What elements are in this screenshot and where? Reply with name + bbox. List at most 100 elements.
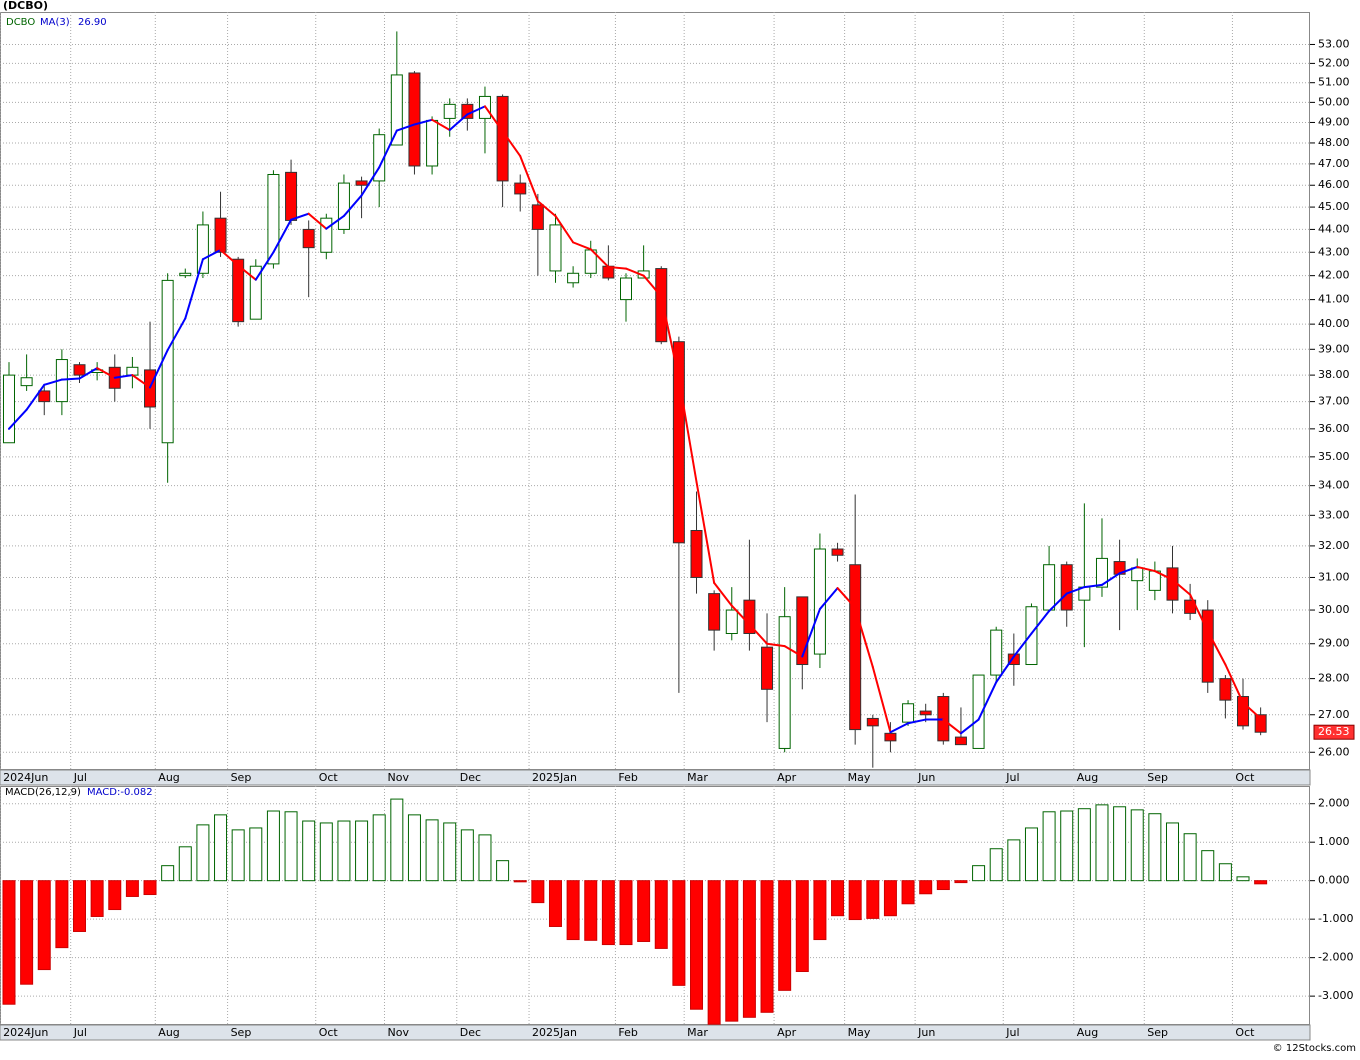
y-tick-label: 1.000 [1318,835,1350,848]
x-tick-label: Jun [917,1026,935,1039]
macd-bar [337,820,351,882]
y-tick-label: 2.000 [1318,797,1350,810]
macd-bar [813,880,827,941]
candle-body [196,224,209,274]
ma-segment [907,718,927,725]
macd-bar [654,880,668,949]
candle-body [708,593,721,631]
macd-bar [778,880,792,991]
ma-segment [889,722,910,734]
ma-segment [395,123,416,132]
ma-segment [166,317,187,352]
date-axis-strip [0,769,1311,786]
y-tick-label: 29.00 [1318,637,1350,650]
candle-body [320,217,333,253]
x-tick-label: Aug [158,771,179,784]
y-tick-label: 36.00 [1318,422,1350,435]
x-tick-label: 2024Jun [3,1026,48,1039]
ma-segment [730,604,751,626]
ma-segment [959,718,980,735]
macd-bar [1218,863,1232,882]
candle-body [655,268,668,343]
candle-body [1219,678,1232,701]
candle-body [743,599,756,635]
macd-bar [1095,804,1109,882]
ma-segment [448,113,469,131]
ma-segment [113,374,134,379]
macd-bar [954,880,968,884]
y-tick-label: 0.000 [1318,874,1350,887]
candle-body [302,228,315,249]
candle-body [831,548,844,556]
ma-segment [237,264,257,281]
macd-bar [443,822,457,882]
y-tick-label: 44.00 [1318,222,1350,235]
ma-segment [977,681,998,721]
candle-body [796,596,809,666]
candle-body [267,173,280,265]
ma-segment [290,212,310,221]
macd-bar [707,880,721,1025]
ma-segment [254,251,275,281]
macd-bar [214,814,228,882]
y-tick-label: 32.00 [1318,539,1350,552]
macd-bar [1254,880,1268,885]
macd-bar [1201,850,1215,882]
candle-body [866,717,879,727]
macd-bar [601,880,615,946]
macd-bar [161,865,175,882]
macd-bar [125,880,139,897]
macd-bar [196,824,210,882]
macd-bar [1042,811,1056,882]
x-tick-label: 2024Jun [3,771,48,784]
macd-bar [55,880,69,949]
ma-segment [783,645,804,658]
y-tick-label: -1.000 [1318,912,1353,925]
macd-bar [1024,827,1038,882]
ma-segment [871,665,892,734]
candle-body [249,265,262,320]
ma-segment [78,367,99,380]
macd-bar [284,811,298,882]
macd-bar [178,846,192,882]
ma-segment [483,105,504,133]
ma-segment [1189,593,1209,633]
y-tick-label: 45.00 [1318,200,1350,213]
macd-bar [831,880,845,917]
x-tick-label: Sep [231,1026,252,1039]
candle-body [179,272,192,277]
x-tick-label: Feb [618,1026,637,1039]
macd-bar [901,880,915,905]
ma-label: MA(3) [40,17,70,28]
x-tick-label: Mar [687,1026,708,1039]
macd-bar [936,880,950,891]
ma-segment [642,274,663,298]
macd-bar [584,880,598,941]
x-tick-label: Aug [1077,1026,1098,1039]
watermark: © 12Stocks.com [1273,1043,1356,1054]
candle-body [126,366,139,376]
y-tick-label: 47.00 [1318,157,1350,170]
macd-bar [548,880,562,927]
ma-segment [131,374,152,389]
macd-bar [478,834,492,882]
ma-segment [272,218,293,254]
macd-bar [989,848,1003,882]
ma-segment [1242,701,1262,720]
candle-body [1201,609,1214,683]
ma-segment [431,118,451,131]
last-price-label: 26.53 [1318,725,1350,738]
candle-body [1007,653,1020,666]
x-tick-label: Oct [1235,1026,1255,1039]
candle-body [20,377,33,387]
candle-body [531,204,544,230]
ma-segment [519,155,539,203]
ma-segment [713,581,733,607]
candle-body [1060,564,1073,611]
ma-segment [25,383,46,411]
candle-body [549,224,562,272]
y-tick-label: 42.00 [1318,269,1350,282]
candle-body [725,609,738,635]
candle-body [426,119,439,167]
